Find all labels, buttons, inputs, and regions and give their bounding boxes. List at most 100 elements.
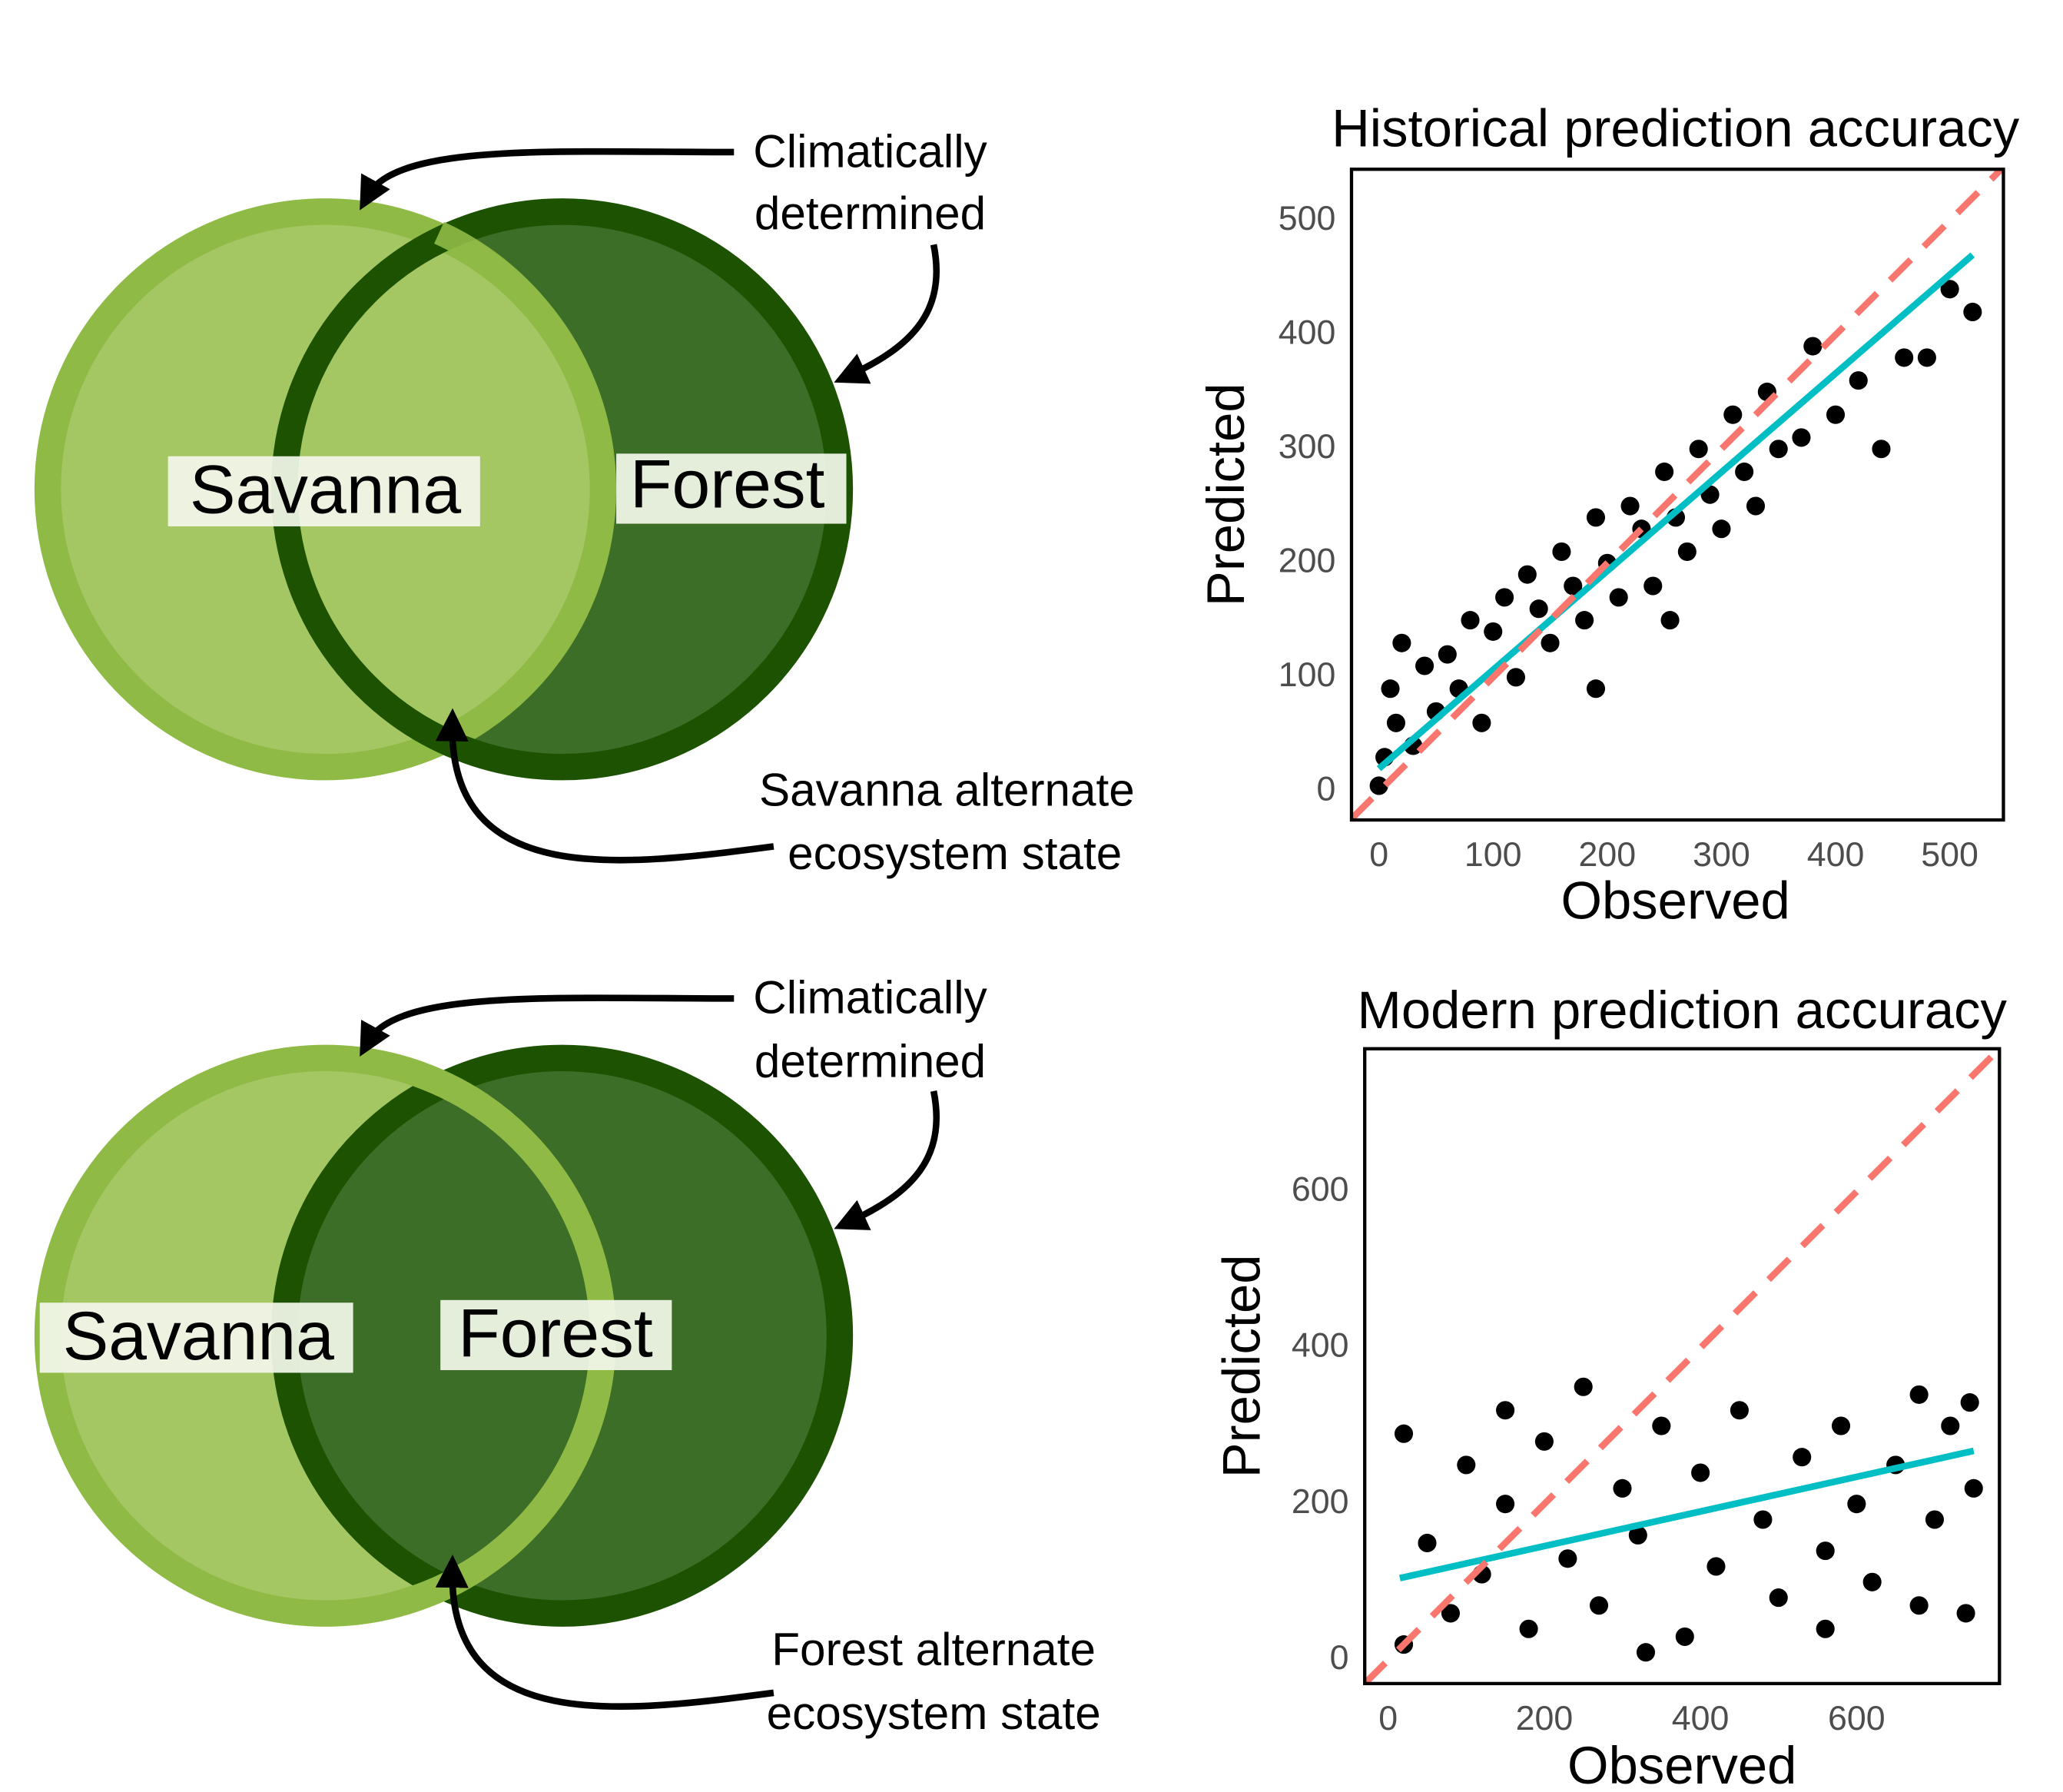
point — [1552, 542, 1571, 561]
fit-line — [1398, 1447, 1975, 1581]
y-tick-label: 100 — [1279, 655, 1336, 694]
point — [1415, 656, 1434, 675]
point — [1586, 508, 1606, 527]
x-axis-label: Observed — [1561, 871, 1789, 930]
point — [1517, 565, 1537, 584]
arrow — [360, 994, 735, 1057]
forest-label: Forest — [630, 445, 825, 522]
y-tick-label: 400 — [1279, 314, 1336, 352]
point — [1769, 1588, 1788, 1608]
x-tick-label: 0 — [1378, 1699, 1398, 1737]
point — [1472, 713, 1491, 732]
point — [1847, 1495, 1866, 1514]
point — [1816, 1541, 1835, 1561]
point — [1917, 348, 1936, 367]
point — [1575, 611, 1594, 630]
point — [1564, 576, 1583, 596]
point — [1613, 1478, 1632, 1498]
y-tick-label: 200 — [1292, 1482, 1349, 1521]
point — [1826, 405, 1846, 424]
y-tick-label: 500 — [1279, 199, 1336, 237]
chart-title: Historical prediction accuracy — [1332, 98, 2020, 158]
savanna-label: Savanna — [190, 450, 461, 527]
point — [1620, 496, 1640, 516]
y-tick-label: 300 — [1279, 427, 1336, 466]
arrow — [435, 708, 774, 864]
point — [1438, 645, 1457, 664]
point — [1386, 713, 1405, 732]
callout: Forest alternate — [771, 1623, 1096, 1675]
point — [1730, 1401, 1749, 1420]
y-tick-label: 0 — [1316, 770, 1335, 808]
label-box — [39, 1303, 353, 1373]
point — [1628, 1525, 1647, 1545]
scatter-chart: Modern prediction accuracy Observed Predic… — [1212, 981, 2007, 1792]
point — [1392, 633, 1411, 652]
point — [1769, 440, 1788, 459]
point — [1677, 542, 1697, 561]
x-tick-label: 200 — [1579, 835, 1637, 874]
venn-top: Savanna Forest Climatically determined S… — [34, 124, 1135, 879]
point — [1495, 588, 1514, 607]
point — [1712, 519, 1731, 539]
callout: Savanna alternate — [759, 764, 1135, 816]
point — [1636, 1643, 1656, 1662]
callout: Climatically — [753, 971, 987, 1024]
x-tick-label: 0 — [1369, 835, 1388, 874]
x-tick-label: 300 — [1693, 835, 1750, 874]
y-tick-label: 600 — [1292, 1170, 1349, 1209]
point — [1441, 1604, 1461, 1623]
forest-label: Forest — [458, 1294, 653, 1371]
x-axis-label: Observed — [1567, 1736, 1796, 1792]
callout: ecosystem state — [767, 1687, 1101, 1739]
point — [1534, 1432, 1554, 1451]
point — [1689, 440, 1708, 459]
savanna-ring — [434, 221, 614, 489]
point — [1589, 1596, 1609, 1615]
point — [1541, 633, 1560, 652]
y-axis-label: Predicted — [1212, 1254, 1271, 1478]
arrow — [435, 1555, 774, 1711]
point — [1746, 496, 1766, 516]
point — [1506, 668, 1526, 687]
point — [1956, 1604, 1975, 1623]
arrow — [834, 244, 940, 384]
point — [1964, 1478, 1983, 1498]
reference-line — [1365, 1048, 2000, 1684]
point — [1940, 280, 1959, 299]
point — [1655, 462, 1674, 482]
savanna-label: Savanna — [63, 1297, 334, 1374]
x-tick-label: 600 — [1828, 1699, 1886, 1737]
y-tick-label: 200 — [1279, 542, 1336, 580]
plot-border — [1363, 1047, 2002, 1686]
label-box — [616, 453, 847, 524]
point — [1496, 1401, 1515, 1420]
reference-line — [1351, 169, 2004, 821]
callout: determined — [755, 1034, 986, 1087]
point — [1381, 679, 1400, 699]
y-tick-label: 400 — [1292, 1326, 1349, 1365]
point — [1862, 1572, 1882, 1591]
point — [1586, 679, 1606, 699]
point — [1792, 428, 1811, 447]
x-tick-label: 200 — [1516, 1699, 1574, 1737]
point — [1519, 1619, 1538, 1638]
point — [1457, 1455, 1476, 1475]
point — [1369, 776, 1388, 795]
callout: Climatically — [753, 124, 987, 177]
callout: determined — [755, 187, 986, 239]
fit-line — [1376, 252, 1975, 772]
point — [1461, 611, 1480, 630]
point — [1691, 1463, 1710, 1482]
point — [1675, 1627, 1694, 1646]
point — [1960, 1393, 1979, 1412]
x-tick-label: 400 — [1672, 1699, 1730, 1737]
arrow — [360, 148, 735, 211]
x-tick-label: 400 — [1807, 835, 1865, 874]
point — [1394, 1424, 1414, 1443]
point — [1484, 622, 1503, 641]
point — [1735, 462, 1754, 482]
chart-title: Modern prediction accuracy — [1358, 981, 2008, 1040]
